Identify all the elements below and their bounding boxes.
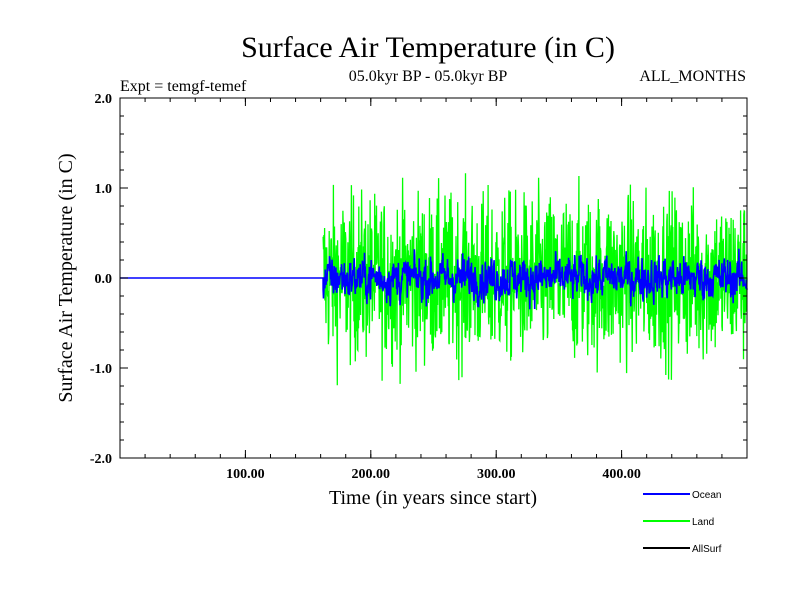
plot-data: [120, 173, 748, 386]
y-axis-label: Surface Air Temperature (in C): [55, 153, 77, 402]
x-tick-label: 300.00: [477, 467, 516, 482]
x-tick-label: 400.00: [602, 467, 641, 482]
legend-label-land: Land: [692, 517, 714, 528]
x-tick-label: 100.00: [226, 467, 265, 482]
legend-label-ocean: Ocean: [692, 490, 721, 501]
series-ocean-line: [120, 248, 748, 310]
legend-label-allsurf: AllSurf: [692, 544, 722, 555]
y-tick-label: 0.0: [95, 272, 113, 287]
y-tick-label: 2.0: [95, 92, 113, 107]
chart-title: Surface Air Temperature (in C): [241, 31, 615, 64]
y-tick-label: -1.0: [90, 362, 112, 377]
axis-ticks: -2.0 -1.0 0.0 1.0 2.0 100.00 200.00 300.00 400.0…: [90, 92, 747, 482]
legend: Ocean Land AllSurf: [643, 490, 722, 555]
experiment-label: Expt = temgf-temef: [120, 78, 247, 95]
y-tick-label: 1.0: [95, 182, 113, 197]
chart-subtitle: 05.0kyr BP - 05.0kyr BP: [349, 68, 508, 85]
y-tick-label: -2.0: [90, 452, 112, 467]
months-label: ALL_MONTHS: [639, 68, 746, 85]
x-axis-label: Time (in years since start): [329, 487, 537, 509]
x-tick-label: 200.00: [352, 467, 391, 482]
